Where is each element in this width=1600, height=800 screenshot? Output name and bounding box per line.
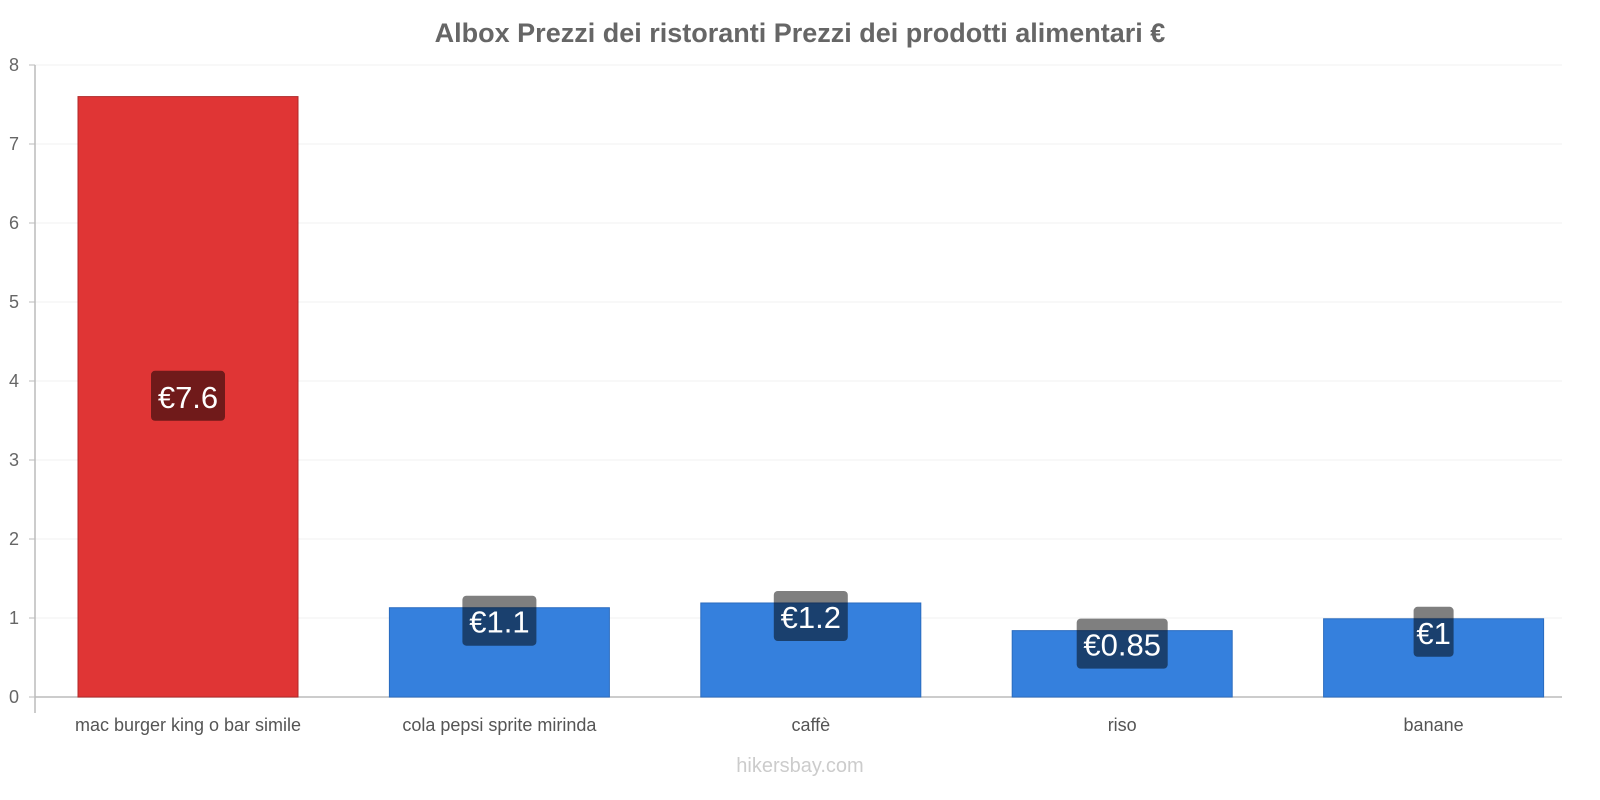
data-label: €1.2 — [781, 600, 841, 635]
y-tick-label: 6 — [9, 213, 19, 233]
y-tick-label: 2 — [9, 529, 19, 549]
watermark: hikersbay.com — [736, 755, 863, 777]
data-label: €7.6 — [158, 380, 218, 415]
data-label-box — [1076, 618, 1168, 669]
y-tick-label: 1 — [9, 608, 19, 628]
chart-title: Albox Prezzi dei ristoranti Prezzi dei p… — [435, 18, 1166, 48]
y-tick-label: 7 — [9, 134, 19, 154]
x-tick-label: riso — [1108, 715, 1137, 735]
y-tick-label: 4 — [9, 371, 19, 391]
data-label-box — [1413, 606, 1454, 657]
x-tick-label: mac burger king o bar simile — [75, 715, 301, 735]
data-label-box — [773, 590, 848, 641]
data-label: €1.1 — [469, 605, 529, 640]
y-tick-label: 3 — [9, 450, 19, 470]
x-tick-label: banane — [1404, 715, 1464, 735]
y-tick-label: 5 — [9, 292, 19, 312]
y-tick-label: 0 — [9, 687, 19, 707]
y-tick-label: 8 — [9, 55, 19, 75]
x-tick-label: caffè — [791, 715, 830, 735]
data-label: €0.85 — [1083, 628, 1161, 663]
data-label-box — [151, 370, 225, 421]
data-label: €1 — [1416, 616, 1450, 651]
x-tick-label: cola pepsi sprite mirinda — [402, 715, 597, 735]
data-labels: €7.6 €1.1 €1.2 €0.85 €1 — [151, 370, 1454, 669]
data-label-box — [462, 595, 537, 646]
x-axis: mac burger king o bar simile cola pepsi s… — [75, 715, 1464, 735]
